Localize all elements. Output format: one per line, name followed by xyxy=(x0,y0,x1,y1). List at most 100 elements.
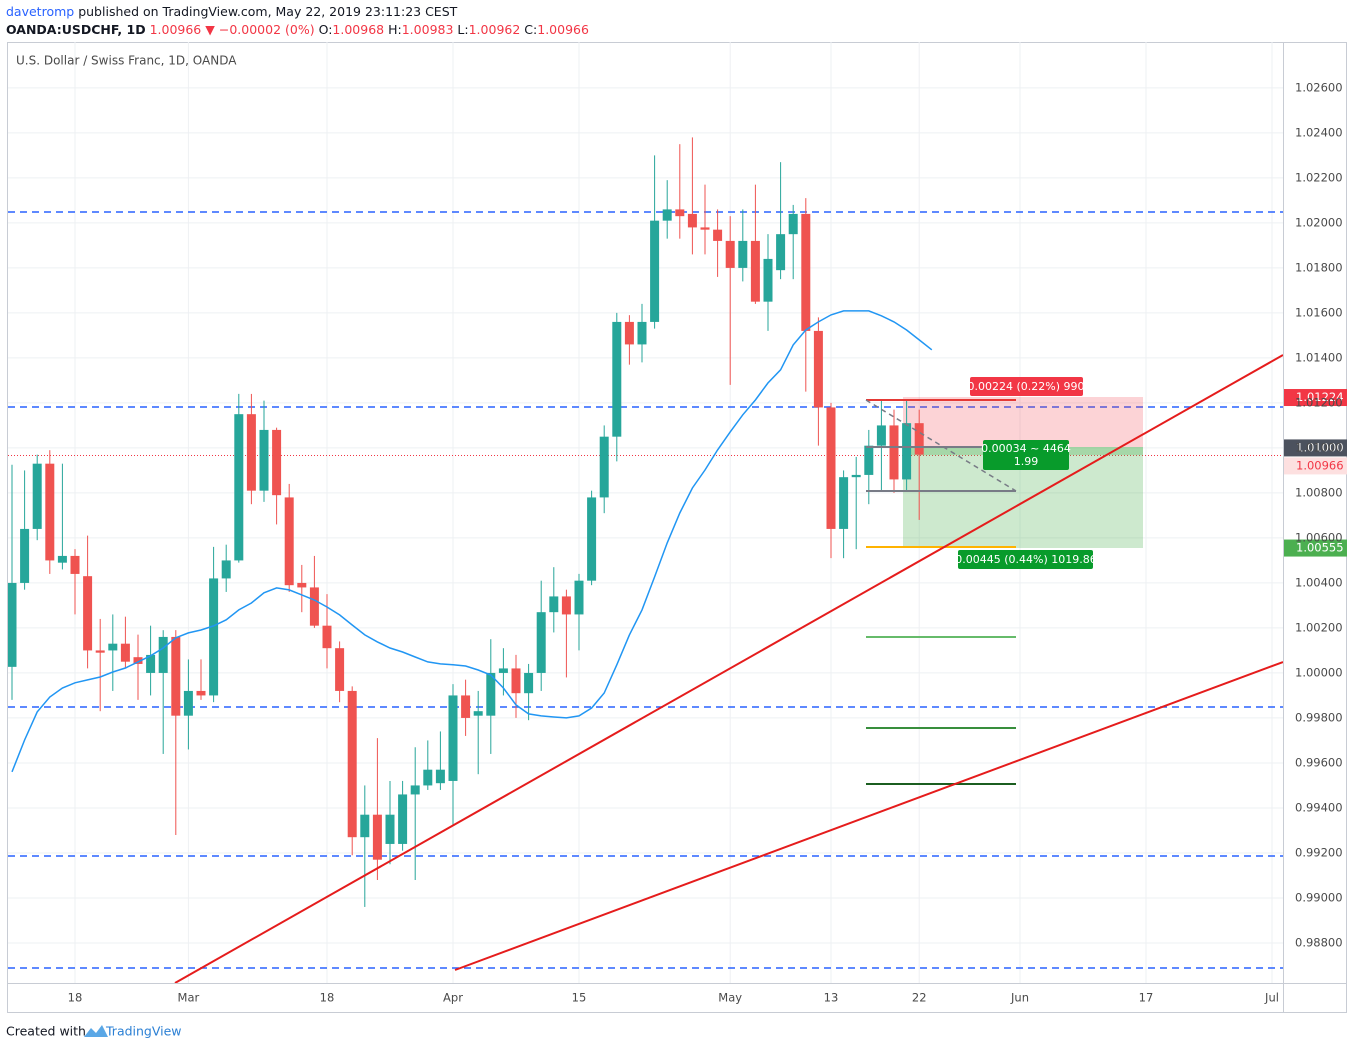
chart-frame xyxy=(7,42,1347,1013)
candle-body xyxy=(146,654,156,673)
candle-body xyxy=(309,587,319,626)
projection-line[interactable] xyxy=(865,399,1017,492)
candle-body xyxy=(713,229,723,241)
y-tick-label: 1.02200 xyxy=(1295,170,1343,184)
ohlc-label: O: xyxy=(319,22,333,37)
candle-body xyxy=(776,234,786,271)
candle-body xyxy=(246,414,256,491)
candle-body xyxy=(851,474,861,478)
candle-body xyxy=(801,213,811,331)
candle-body xyxy=(360,814,370,838)
x-tick-label: 18 xyxy=(68,991,83,1005)
ohlc-value: 1.00968 xyxy=(332,22,384,37)
candle-body xyxy=(8,582,17,667)
published: published on TradingView.com, May 22, 20… xyxy=(78,4,457,19)
author[interactable]: davetromp xyxy=(6,4,74,19)
candle-body xyxy=(511,668,521,694)
ohlc-value: 1.00966 xyxy=(537,22,589,37)
y-tick-label: 1.00600 xyxy=(1295,530,1343,544)
brand-logo xyxy=(84,1025,108,1037)
candle-body xyxy=(914,423,924,455)
candle-body xyxy=(624,321,634,345)
candle-body xyxy=(486,672,496,716)
candle-body xyxy=(120,643,130,662)
price-tag-label: 1.00555 xyxy=(1296,541,1344,555)
candle-body xyxy=(675,209,685,217)
candle-body xyxy=(725,240,735,268)
y-tick-label: 1.01600 xyxy=(1295,305,1343,319)
candle-body xyxy=(70,555,80,574)
candle-body xyxy=(133,657,143,664)
candles xyxy=(8,137,933,907)
trend-line[interactable] xyxy=(454,661,1283,971)
candle-body xyxy=(612,321,622,437)
candle-body xyxy=(839,477,849,529)
candle-body xyxy=(297,582,307,588)
price-tag xyxy=(1284,389,1347,407)
candle-body xyxy=(183,690,193,716)
y-tick-label: 0.99400 xyxy=(1295,800,1343,814)
footer-brand[interactable]: TradingView xyxy=(105,1024,182,1039)
grid xyxy=(8,42,1283,983)
ohlc-value: 1.00962 xyxy=(469,22,521,37)
candle-body xyxy=(435,769,445,784)
risk-label-box xyxy=(970,377,1083,396)
y-tick-label: 0.98800 xyxy=(1295,935,1343,949)
y-tick-label: 1.02400 xyxy=(1295,125,1343,139)
candle-body xyxy=(410,785,420,795)
candle-body xyxy=(788,213,798,235)
y-tick-label: 1.02000 xyxy=(1295,215,1343,229)
candle-body xyxy=(347,690,357,838)
moving-average xyxy=(11,310,933,773)
symbol: OANDA:USDCHF, 1D xyxy=(6,22,146,37)
risk-label: 0.00224 (0.22%) 990 xyxy=(967,380,1084,393)
candle-body xyxy=(398,794,408,844)
x-tick-label: 18 xyxy=(320,991,335,1005)
candle-body xyxy=(423,769,433,786)
x-tick-label: 15 xyxy=(572,991,587,1005)
change: −0.00002 (0%) xyxy=(219,22,315,37)
x-tick-label: Apr xyxy=(443,991,463,1005)
candle-body xyxy=(662,209,672,221)
candle-body xyxy=(171,636,181,716)
candle-body xyxy=(158,636,168,673)
ohlc-label: C: xyxy=(524,22,537,37)
y-tick-label: 0.99800 xyxy=(1295,710,1343,724)
candle-body xyxy=(738,240,748,268)
candle-body xyxy=(902,423,912,480)
y-tick-label: 1.01200 xyxy=(1295,395,1343,409)
candle-body xyxy=(57,555,67,563)
candle-body xyxy=(108,643,118,651)
candle-body xyxy=(498,668,508,673)
candle-body xyxy=(750,240,760,302)
y-tick-label: 1.00200 xyxy=(1295,620,1343,634)
y-tick-label: 1.01800 xyxy=(1295,260,1343,274)
y-tick-label: 1.01000 xyxy=(1295,440,1343,454)
ohlc-label: L: xyxy=(457,22,468,37)
candle-body xyxy=(448,695,458,781)
candle-body xyxy=(196,690,206,696)
level-lines xyxy=(8,211,1283,969)
footer-created: Created with xyxy=(6,1024,86,1039)
x-tick-label: 22 xyxy=(912,991,927,1005)
y-tick-label: 1.02600 xyxy=(1295,80,1343,94)
ohlc-value: 1.00983 xyxy=(402,22,454,37)
candle-body xyxy=(574,580,584,615)
risk-zone[interactable] xyxy=(903,397,1143,447)
candle-body xyxy=(473,711,483,716)
candle-body xyxy=(221,560,231,579)
candle-body xyxy=(45,463,55,561)
x-tick-label: Jun xyxy=(1010,991,1029,1005)
trend-line[interactable] xyxy=(174,354,1283,983)
candle-body xyxy=(209,578,219,696)
candle-body xyxy=(687,213,697,228)
candle-body xyxy=(83,576,93,651)
candle-body xyxy=(826,407,836,529)
candle-body xyxy=(95,650,105,653)
y-tick-label: 0.99600 xyxy=(1295,755,1343,769)
candle-body xyxy=(20,528,30,583)
price-tag-label: 1.00966 xyxy=(1296,458,1344,472)
chart-title: U.S. Dollar / Swiss Franc, 1D, OANDA xyxy=(16,54,237,68)
